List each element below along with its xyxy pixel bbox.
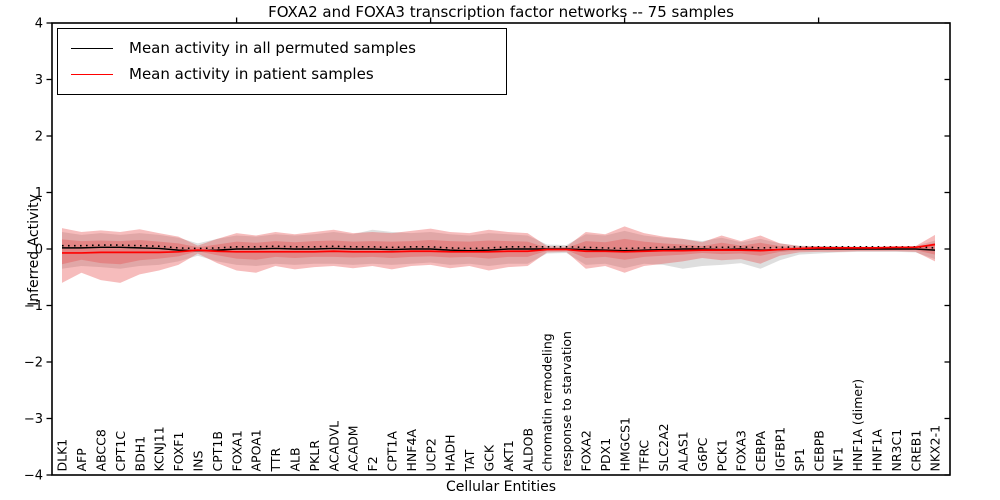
x-tick-label: FOXA2 xyxy=(579,430,594,471)
x-tick-label: UCP2 xyxy=(423,438,438,471)
patient-mean-line xyxy=(62,243,936,254)
y-tick-label: −4 xyxy=(24,469,43,484)
x-tick-label: chromatin remodeling xyxy=(540,333,555,471)
x-tick-label: response to starvation xyxy=(559,331,574,472)
x-tick-label: AFP xyxy=(74,448,89,472)
x-tick-label: BDH1 xyxy=(132,436,147,472)
x-tick-label: INS xyxy=(191,450,206,471)
x-tick-label: PCK1 xyxy=(714,439,729,471)
x-tick-label: DLK1 xyxy=(55,439,70,472)
y-tick-label: 2 xyxy=(35,130,43,145)
x-tick-label: FOXA3 xyxy=(734,430,749,471)
x-tick-label: FOXA1 xyxy=(229,430,244,471)
x-tick-label: ALDOB xyxy=(520,428,535,472)
x-tick-label: ABCC8 xyxy=(94,429,109,471)
legend-label-permuted: Mean activity in all permuted samples xyxy=(129,39,416,58)
x-tick-label: HNF1A xyxy=(870,429,885,472)
legend-entry-permuted: Mean activity in all permuted samples xyxy=(58,41,506,56)
x-tick-label: NR3C1 xyxy=(889,429,904,472)
x-tick-label: ALAS1 xyxy=(676,431,691,471)
chart-title: FOXA2 and FOXA3 transcription factor net… xyxy=(268,3,734,21)
x-tick-label: PKLR xyxy=(307,440,322,472)
x-axis-title: Cellular Entities xyxy=(445,479,557,495)
x-tick-label: HNF1A (dimer) xyxy=(850,379,865,472)
x-tick-label: ALB xyxy=(288,447,303,471)
x-tick-label: ACADVL xyxy=(326,421,341,472)
x-tick-label: TAT xyxy=(462,449,477,472)
legend-line-permuted xyxy=(71,48,113,50)
x-tick-label: CEBPA xyxy=(753,431,768,472)
x-tick-label: NF1 xyxy=(831,447,846,472)
x-tick-label: SLC2A2 xyxy=(656,423,671,471)
legend-entry-patient: Mean activity in patient samples xyxy=(58,64,506,83)
x-tick-label: FOXF1 xyxy=(171,432,186,472)
y-tick-label: −2 xyxy=(24,356,43,371)
x-tick-label: CREB1 xyxy=(908,430,923,472)
x-tick-label: PDX1 xyxy=(598,438,613,472)
x-tick-label: HNF4A xyxy=(404,429,419,472)
x-tick-label: HMGCS1 xyxy=(617,417,632,472)
x-tick-label: CPT1A xyxy=(385,431,400,472)
y-tick-label: −3 xyxy=(24,412,43,427)
x-tick-label: CPT1C xyxy=(113,431,128,472)
x-tick-label: SP1 xyxy=(792,448,807,471)
x-tick-label: NKX2-1 xyxy=(928,425,943,472)
x-tick-label: AKT1 xyxy=(501,440,516,471)
y-tick-label: −1 xyxy=(24,299,43,314)
legend-box: Mean activity in all permuted samples Me… xyxy=(57,28,507,95)
x-tick-label: CPT1B xyxy=(210,431,225,471)
legend-label-patient: Mean activity in patient samples xyxy=(129,64,374,83)
x-tick-label: TFRC xyxy=(637,440,652,473)
x-tick-label: KCNJ11 xyxy=(152,426,167,471)
patient-spread-outer-band xyxy=(62,226,935,283)
x-tick-label: IGFBP1 xyxy=(773,427,788,472)
x-tick-label: CEBPB xyxy=(811,430,826,471)
y-tick-label: 3 xyxy=(35,73,43,88)
y-axis-title: Inferred Activity xyxy=(26,194,42,306)
x-tick-label: ACADM xyxy=(346,425,361,471)
y-tick-label: 4 xyxy=(35,17,43,32)
x-tick-label: GCK xyxy=(482,444,497,471)
y-tick-label: 1 xyxy=(35,186,43,201)
x-tick-label: TTR xyxy=(268,447,283,472)
legend-line-patient xyxy=(71,73,113,75)
x-tick-label: APOA1 xyxy=(249,429,264,471)
x-tick-label: F2 xyxy=(365,456,380,471)
x-tick-label: G6PC xyxy=(695,437,710,471)
y-tick-label: 0 xyxy=(35,243,43,258)
x-tick-label: HADH xyxy=(443,435,458,472)
